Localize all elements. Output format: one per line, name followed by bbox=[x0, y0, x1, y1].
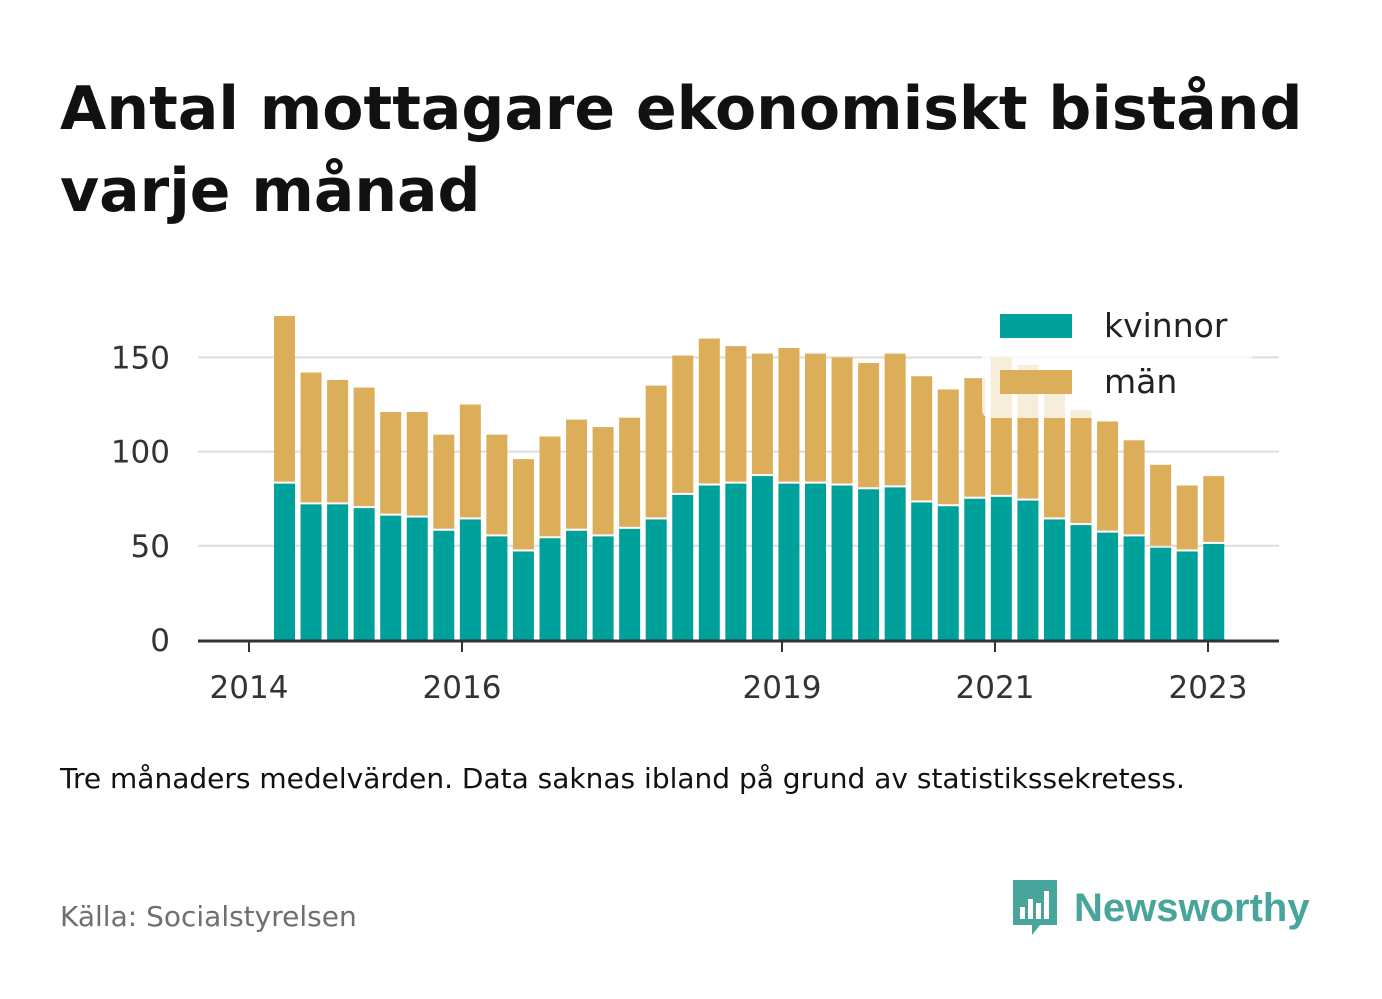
bar-kvinnor bbox=[990, 496, 1012, 640]
bar-man bbox=[1097, 421, 1119, 531]
stacked-bar-chart: 0 50 100 150 2014 2016 2019 2021 2023 kvinnor män bbox=[110, 300, 1279, 706]
bar-man bbox=[274, 315, 295, 482]
bar-kvinnor bbox=[380, 515, 402, 640]
bar-man bbox=[619, 417, 641, 527]
bar-man bbox=[327, 380, 349, 503]
bar-kvinnor bbox=[831, 485, 853, 640]
bar-man bbox=[831, 357, 853, 484]
bar-kvinnor bbox=[327, 504, 349, 640]
bar-man bbox=[592, 427, 614, 535]
y-tick-label: 150 bbox=[111, 340, 170, 376]
bar-man bbox=[672, 355, 694, 493]
chart-note: Tre månaders medelvärden. Data saknas ib… bbox=[60, 762, 1185, 795]
x-tick-label: 2014 bbox=[210, 670, 289, 706]
bar-kvinnor bbox=[778, 483, 800, 640]
bar-kvinnor bbox=[566, 530, 588, 640]
bar-kvinnor bbox=[459, 519, 481, 640]
bar-kvinnor bbox=[1123, 536, 1145, 640]
x-tick-label: 2023 bbox=[1169, 670, 1248, 706]
bar-man bbox=[1150, 464, 1172, 546]
source-label: Källa: Socialstyrelsen bbox=[60, 900, 357, 933]
bar-kvinnor bbox=[751, 476, 773, 640]
legend-label-man: män bbox=[1104, 362, 1177, 401]
newsworthy-logo-icon bbox=[1013, 880, 1057, 935]
bar-man bbox=[911, 376, 933, 501]
bars bbox=[274, 315, 1225, 640]
bar-kvinnor bbox=[1097, 532, 1119, 640]
bar-man bbox=[380, 412, 402, 514]
bar-man bbox=[858, 363, 880, 488]
brand-logo[interactable]: Newsworthy bbox=[1010, 877, 1310, 939]
bar-kvinnor bbox=[512, 551, 534, 640]
chart-title: Antal mottagare ekonomiskt bistånd varje… bbox=[60, 74, 1303, 226]
bar-kvinnor bbox=[1203, 543, 1225, 640]
bar-man bbox=[645, 385, 667, 518]
bar-man bbox=[353, 387, 375, 507]
bar-kvinnor bbox=[1017, 500, 1039, 640]
bar-kvinnor bbox=[433, 530, 455, 640]
bar-man bbox=[751, 353, 773, 475]
bar-kvinnor bbox=[1176, 551, 1198, 640]
bar-kvinnor bbox=[672, 494, 694, 640]
bar-kvinnor bbox=[937, 506, 959, 640]
bar-man bbox=[486, 434, 508, 535]
bar-man bbox=[406, 412, 428, 516]
axes: 0 50 100 150 2014 2016 2019 2021 2023 bbox=[111, 340, 1279, 706]
x-tick-label: 2016 bbox=[423, 670, 502, 706]
bar-man bbox=[778, 347, 800, 482]
bar-man bbox=[539, 436, 561, 537]
bar-man bbox=[566, 419, 588, 529]
bar-man bbox=[300, 372, 322, 503]
bar-kvinnor bbox=[300, 504, 322, 640]
bar-man bbox=[698, 338, 720, 484]
bar-man bbox=[884, 353, 906, 486]
x-tick-label: 2019 bbox=[743, 670, 822, 706]
bar-kvinnor bbox=[592, 536, 614, 640]
bar-kvinnor bbox=[406, 517, 428, 640]
bar-man bbox=[1176, 485, 1198, 550]
bar-kvinnor bbox=[725, 483, 747, 640]
legend-swatch-man bbox=[1000, 370, 1072, 394]
y-tick-label: 0 bbox=[150, 623, 170, 659]
y-tick-label: 100 bbox=[111, 435, 170, 471]
bar-kvinnor bbox=[805, 483, 826, 640]
legend-swatch-kvinnor bbox=[1000, 314, 1072, 338]
bar-kvinnor bbox=[858, 489, 880, 640]
brand-name: Newsworthy bbox=[1074, 885, 1310, 930]
bar-kvinnor bbox=[274, 483, 295, 640]
bar-man bbox=[725, 346, 747, 482]
bar-kvinnor bbox=[539, 538, 561, 640]
bar-kvinnor bbox=[964, 498, 986, 640]
bar-man bbox=[459, 404, 481, 518]
bar-man bbox=[1203, 476, 1225, 542]
bar-kvinnor bbox=[619, 528, 641, 640]
bar-man bbox=[1123, 440, 1145, 535]
bar-kvinnor bbox=[1070, 525, 1092, 640]
bar-kvinnor bbox=[1043, 519, 1065, 640]
bar-kvinnor bbox=[1150, 547, 1172, 640]
bar-man bbox=[964, 378, 986, 497]
bar-man bbox=[1043, 393, 1065, 518]
bar-man bbox=[512, 459, 534, 550]
legend: kvinnor män bbox=[982, 300, 1252, 418]
bar-man bbox=[937, 389, 959, 505]
bar-kvinnor bbox=[884, 487, 906, 640]
bar-man bbox=[433, 434, 455, 529]
x-tick-label: 2021 bbox=[956, 670, 1035, 706]
bar-kvinnor bbox=[353, 508, 375, 640]
legend-label-kvinnor: kvinnor bbox=[1104, 306, 1228, 345]
bar-man bbox=[805, 353, 826, 482]
bar-kvinnor bbox=[645, 519, 667, 640]
bar-kvinnor bbox=[698, 485, 720, 640]
bar-man bbox=[1070, 410, 1092, 524]
y-tick-label: 50 bbox=[131, 529, 170, 565]
bar-kvinnor bbox=[911, 502, 933, 640]
bar-kvinnor bbox=[486, 536, 508, 640]
